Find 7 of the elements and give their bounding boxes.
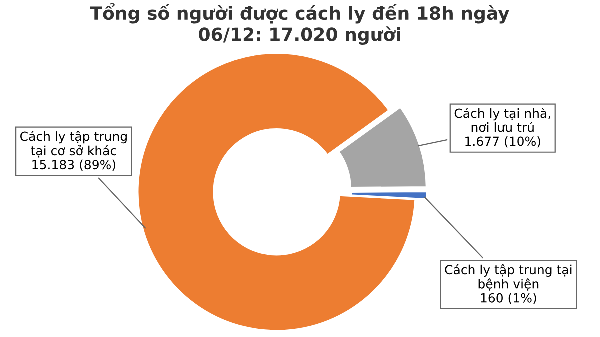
- slice-label: Cách ly tập trung tại cơ sở khác: [20, 131, 127, 158]
- chart-title: Tổng số người được cách ly đến 18h ngày 06/12: 17.020 người: [90, 3, 510, 45]
- data-label: 15.183 (89%): [32, 160, 116, 172]
- data-label: 160 (1%): [481, 293, 536, 304]
- data-label: 1.677 (10%): [466, 136, 540, 148]
- slice-label: Cách ly tập trung tại bệnh viện: [445, 264, 572, 291]
- slice-label: Cách ly tại nhà, nơi lưu trú: [454, 108, 550, 132]
